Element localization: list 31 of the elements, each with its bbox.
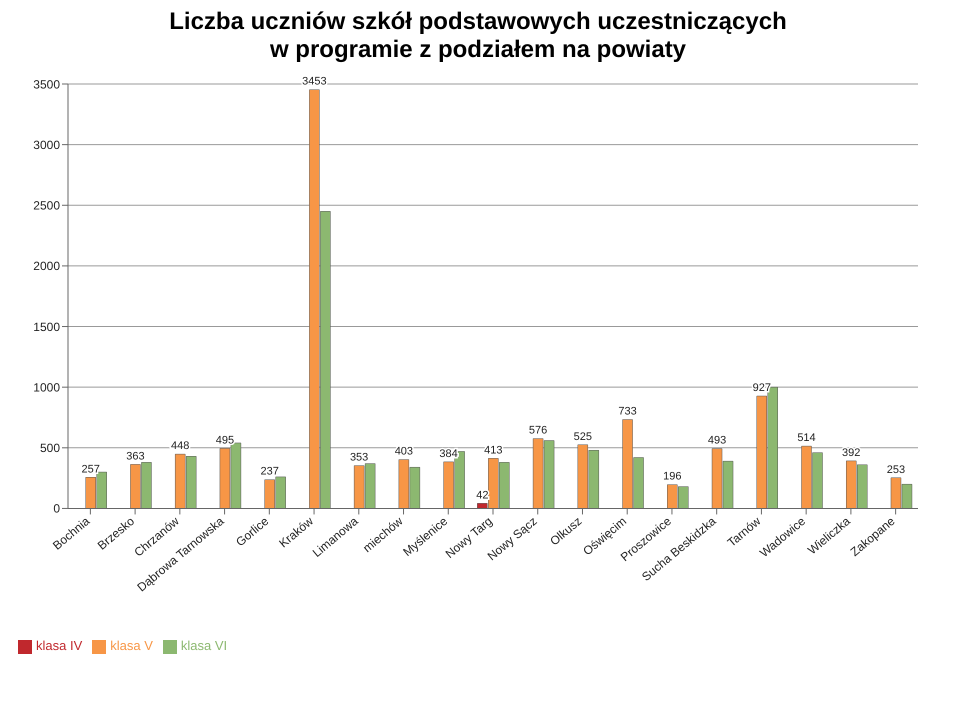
- y-tick-label: 500: [40, 441, 60, 456]
- data-label: 514: [797, 432, 816, 444]
- y-tick-label: 1000: [33, 380, 60, 394]
- data-label: 413: [484, 444, 503, 456]
- data-label: 3453: [302, 76, 327, 88]
- data-label: 42: [476, 489, 488, 502]
- legend-label: klasa VI: [180, 638, 228, 654]
- data-label: 363: [126, 450, 145, 462]
- data-label: 257: [82, 463, 100, 476]
- legend-label: klasa IV: [36, 638, 82, 654]
- y-tick-label: 2000: [33, 259, 60, 274]
- data-label: 448: [171, 440, 190, 452]
- y-tick-label: 2500: [33, 198, 60, 213]
- data-label: 927: [752, 382, 771, 394]
- data-label: 493: [708, 434, 726, 447]
- data-label: 253: [886, 464, 906, 476]
- data-label: 525: [574, 430, 592, 443]
- y-tick-label: 3500: [33, 77, 60, 92]
- data-label: 196: [663, 470, 682, 483]
- chart-title: Liczba uczniów szkół podstawowych uczestniczących w programie z podziałem na powiaty: [168, 8, 788, 64]
- data-label: 237: [260, 466, 279, 478]
- y-tick-label: 3000: [33, 138, 60, 152]
- data-label: 403: [394, 446, 414, 458]
- data-label: 576: [528, 424, 548, 437]
- data-label: 495: [216, 434, 234, 446]
- data-label: 392: [842, 446, 860, 459]
- data-label: 733: [618, 406, 637, 418]
- data-label: 353: [350, 452, 368, 464]
- y-tick-label: 1500: [33, 320, 60, 334]
- y-tick-label: 0: [53, 502, 60, 516]
- legend-label: klasa V: [110, 638, 153, 654]
